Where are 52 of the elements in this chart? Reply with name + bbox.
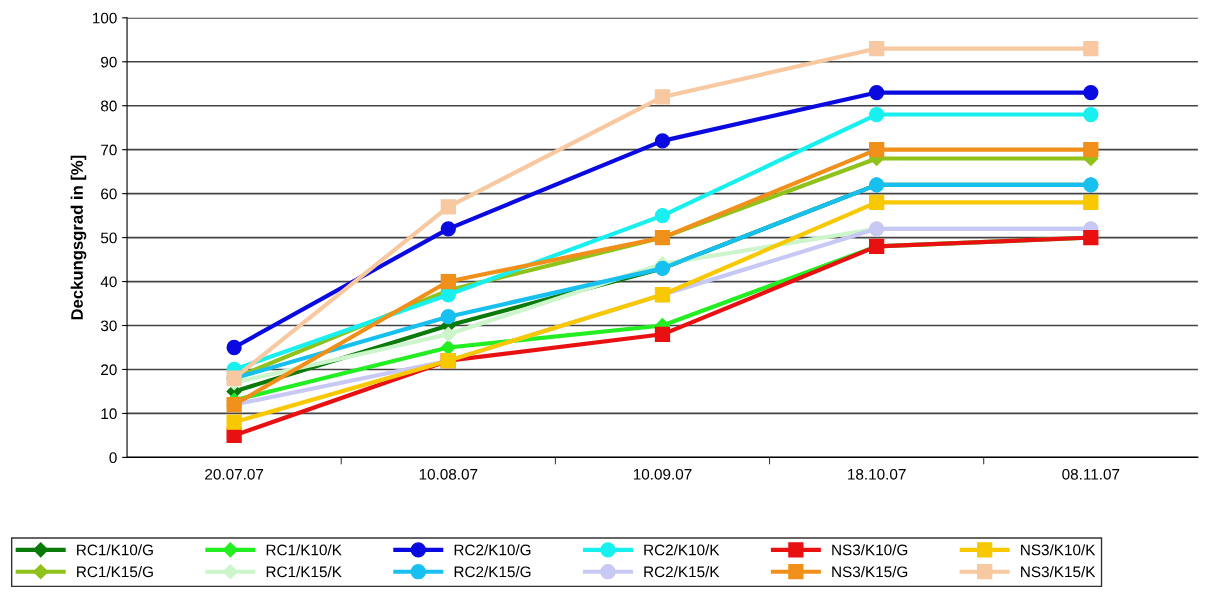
point [654, 89, 671, 105]
legend-label: RC2/K10/G [454, 544, 531, 556]
y-tick-label: 70 [101, 144, 117, 156]
point [226, 339, 242, 356]
point [440, 199, 456, 215]
point [869, 40, 885, 57]
legend-label: RC1/K10/G [77, 544, 153, 556]
point [1083, 40, 1099, 57]
x-tick-label: 18.10.07 [848, 468, 906, 480]
y-tick-label: 50 [100, 232, 117, 244]
y-axis-title: Deckungsgrad in [%] [70, 155, 87, 320]
point [654, 207, 671, 224]
point [654, 326, 671, 342]
point [869, 142, 885, 158]
point [1083, 106, 1099, 123]
point [226, 427, 242, 444]
y-tick-label: 80 [101, 100, 117, 112]
point [440, 326, 456, 342]
x-tick-label: 10.09.07 [633, 468, 692, 480]
legend-label: NS3/K10/K [1021, 544, 1096, 556]
y-tick-label: 10 [101, 408, 117, 420]
point [226, 414, 242, 430]
point [869, 84, 885, 101]
y-tick-label: 100 [93, 12, 117, 24]
x-tick-label: 10.08.07 [419, 468, 478, 480]
point [654, 133, 671, 149]
point [1083, 142, 1099, 158]
point [440, 309, 456, 325]
y-tick-label: 0 [109, 452, 117, 464]
y-tick-label: 30 [100, 320, 117, 332]
x-tick-label: 08.11.07 [1062, 468, 1120, 480]
point [869, 106, 885, 123]
point [1083, 84, 1099, 101]
point [440, 273, 456, 290]
point [440, 287, 456, 303]
y-tick-label: 20 [101, 364, 117, 376]
legend-label: RC2/K15/G [454, 566, 531, 578]
legend-label: RC1/K15/K [266, 566, 342, 578]
x-tick-label: 20.07.07 [205, 468, 264, 480]
point [869, 194, 885, 211]
legend-label: NS3/K15/K [1021, 566, 1096, 578]
legend-label: RC2/K15/K [644, 566, 720, 578]
legend-label: RC1/K10/K [266, 544, 342, 556]
legend-label: RC2/K10/K [644, 544, 720, 556]
legend-label: NS3/K10/G [832, 544, 908, 556]
y-tick-label: 90 [101, 56, 117, 68]
y-tick-label: 40 [100, 276, 117, 288]
legend-label: NS3/K15/G [832, 566, 908, 578]
y-tick-label: 60 [101, 188, 117, 200]
legend-label: RC1/K15/G [77, 566, 153, 578]
point [1083, 194, 1099, 211]
point [440, 221, 456, 237]
